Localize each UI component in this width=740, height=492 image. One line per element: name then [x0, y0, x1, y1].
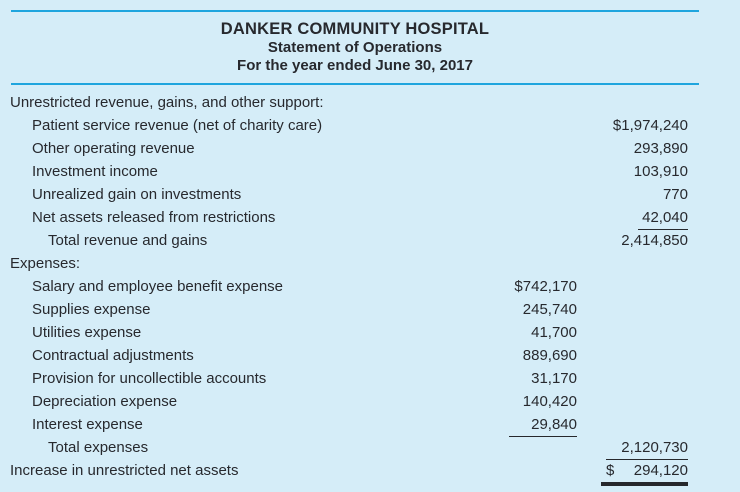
amount-col1: 140,420: [509, 390, 577, 413]
statement-row: Other operating revenue 293,890: [10, 137, 688, 160]
amount-col1: 245,740: [509, 298, 577, 321]
amount-col2: 2,414,850: [606, 229, 688, 252]
amount-value: 293,890: [633, 140, 688, 157]
amount-value: 31,170: [531, 370, 577, 387]
statement-row: Unrealized gain on investments 770: [10, 183, 688, 206]
amount-col2: [606, 275, 688, 298]
amount-col2: [606, 367, 688, 390]
amount-value: 889,690: [522, 347, 577, 364]
amount-col1: 889,690: [509, 344, 577, 367]
statement-rows: Unrestricted revenue, gains, and other s…: [10, 91, 688, 483]
amount-value: 2,414,850: [621, 232, 688, 249]
amount-col1: [509, 206, 577, 229]
statement-row: Supplies expense 245,740: [10, 298, 688, 321]
statement-row: Utilities expense 41,700: [10, 321, 688, 344]
amount-value: 42,040: [638, 206, 688, 230]
amount-value: $742,170: [514, 278, 577, 295]
amount-value: 770: [662, 186, 688, 203]
amount-value: 103,910: [633, 163, 688, 180]
row-label: Depreciation expense: [32, 393, 178, 410]
amount-col1: [509, 137, 577, 160]
amount-value: 2,120,730: [621, 439, 688, 456]
amount-col2: [606, 321, 688, 344]
amount-col1: [509, 229, 577, 252]
hospital-name: DANKER COMMUNITY HOSPITAL: [220, 20, 490, 38]
statement-row: Depreciation expense 140,420: [10, 390, 688, 413]
amount-col2: $294,120: [601, 459, 688, 483]
amount-value: 294,120: [633, 462, 688, 479]
statement-row: Investment income 103,910: [10, 160, 688, 183]
amount-col2: [606, 91, 688, 114]
amount-value: 140,420: [522, 393, 577, 410]
row-label: Total expenses: [48, 439, 149, 456]
amount-col1: [504, 459, 572, 482]
amount-col2: $1,974,240: [606, 114, 688, 137]
amount-col2: 103,910: [606, 160, 688, 183]
amount-col1: [509, 91, 577, 114]
amount-col2: 42,040: [606, 206, 688, 230]
amount-col1: 31,170: [509, 367, 577, 390]
amount-col2: [606, 298, 688, 321]
amount-value: $1,974,240: [612, 117, 688, 134]
row-label: Unrestricted revenue, gains, and other s…: [10, 94, 324, 111]
statement-row: Total expenses 2,120,730: [10, 436, 688, 460]
amount-col1: [509, 114, 577, 137]
amount-col1: [509, 183, 577, 206]
statement-row: Unrestricted revenue, gains, and other s…: [10, 91, 688, 114]
row-label: Net assets released from restrictions: [32, 209, 276, 226]
row-label: Patient service revenue (net of charity …: [32, 117, 323, 134]
row-label: Expenses:: [10, 255, 81, 272]
amount-col1: 29,840: [509, 413, 577, 437]
row-label: Increase in unrestricted net assets: [10, 462, 239, 479]
row-label: Contractual adjustments: [32, 347, 194, 364]
amount-value: 29,840: [531, 416, 577, 433]
statement-row: Interest expense 29,840: [10, 413, 688, 437]
statement-row: Salary and employee benefit expense $742…: [10, 275, 688, 298]
amount-col1: [509, 252, 577, 275]
row-label: Salary and employee benefit expense: [32, 278, 284, 295]
amount-value: 41,700: [531, 324, 577, 341]
statement-header: DANKER COMMUNITY HOSPITAL Statement of O…: [11, 10, 699, 85]
amount-col2: [606, 413, 688, 436]
statement-row: Expenses:: [10, 252, 688, 275]
statement-row: Provision for uncollectible accounts 31,…: [10, 367, 688, 390]
amount-col1: [509, 436, 577, 459]
row-label: Interest expense: [32, 416, 143, 433]
row-label: Supplies expense: [32, 301, 151, 318]
row-label: Investment income: [32, 163, 158, 180]
amount-col2: [606, 252, 688, 275]
statement-period: For the year ended June 30, 2017: [237, 56, 473, 74]
amount-col1: $742,170: [509, 275, 577, 298]
statement-row: Net assets released from restrictions 42…: [10, 206, 688, 230]
statement-row: Contractual adjustments 889,690: [10, 344, 688, 367]
row-label: Unrealized gain on investments: [32, 186, 242, 203]
statement-row: Total revenue and gains 2,414,850: [10, 229, 688, 252]
amount-col2: [606, 344, 688, 367]
amount-col1: 41,700: [509, 321, 577, 344]
amount-col2: 2,120,730: [606, 436, 688, 460]
currency-symbol: $: [606, 462, 615, 479]
amount-col2: [606, 390, 688, 413]
row-label: Provision for uncollectible accounts: [32, 370, 267, 387]
statement-row: Increase in unrestricted net assets $294…: [10, 459, 688, 483]
amount-col2: 770: [606, 183, 688, 206]
row-label: Utilities expense: [32, 324, 142, 341]
statement-title: Statement of Operations: [267, 39, 443, 56]
amount-value: 245,740: [522, 301, 577, 318]
statement-row: Patient service revenue (net of charity …: [10, 114, 688, 137]
amount-col2: 293,890: [606, 137, 688, 160]
row-label: Total revenue and gains: [48, 232, 208, 249]
amount-col1: [509, 160, 577, 183]
row-label: Other operating revenue: [32, 140, 195, 157]
